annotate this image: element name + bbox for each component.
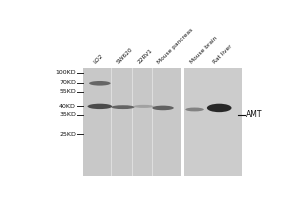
Text: Rat liver: Rat liver xyxy=(212,44,233,65)
Text: AMT: AMT xyxy=(246,110,263,119)
Ellipse shape xyxy=(207,104,232,112)
Ellipse shape xyxy=(111,105,134,109)
Text: 55KD: 55KD xyxy=(59,89,76,94)
Ellipse shape xyxy=(88,104,112,109)
Bar xyxy=(152,68,153,176)
Text: 40KD: 40KD xyxy=(59,104,76,109)
Text: SW620: SW620 xyxy=(116,47,134,65)
Ellipse shape xyxy=(152,106,174,110)
Text: Mouse brain: Mouse brain xyxy=(189,36,218,65)
Text: 22RV1: 22RV1 xyxy=(137,48,154,65)
Bar xyxy=(132,68,133,176)
Text: 35KD: 35KD xyxy=(59,112,76,117)
Bar xyxy=(184,68,242,176)
Ellipse shape xyxy=(89,81,111,86)
Bar xyxy=(111,68,112,176)
Bar xyxy=(83,68,181,176)
Ellipse shape xyxy=(134,105,154,108)
Text: Mouse pancreas: Mouse pancreas xyxy=(156,27,194,65)
Text: 25KD: 25KD xyxy=(59,132,76,137)
Text: 70KD: 70KD xyxy=(59,80,76,85)
Ellipse shape xyxy=(185,108,204,111)
Text: 100KD: 100KD xyxy=(56,70,76,75)
Text: LO2: LO2 xyxy=(92,53,104,65)
